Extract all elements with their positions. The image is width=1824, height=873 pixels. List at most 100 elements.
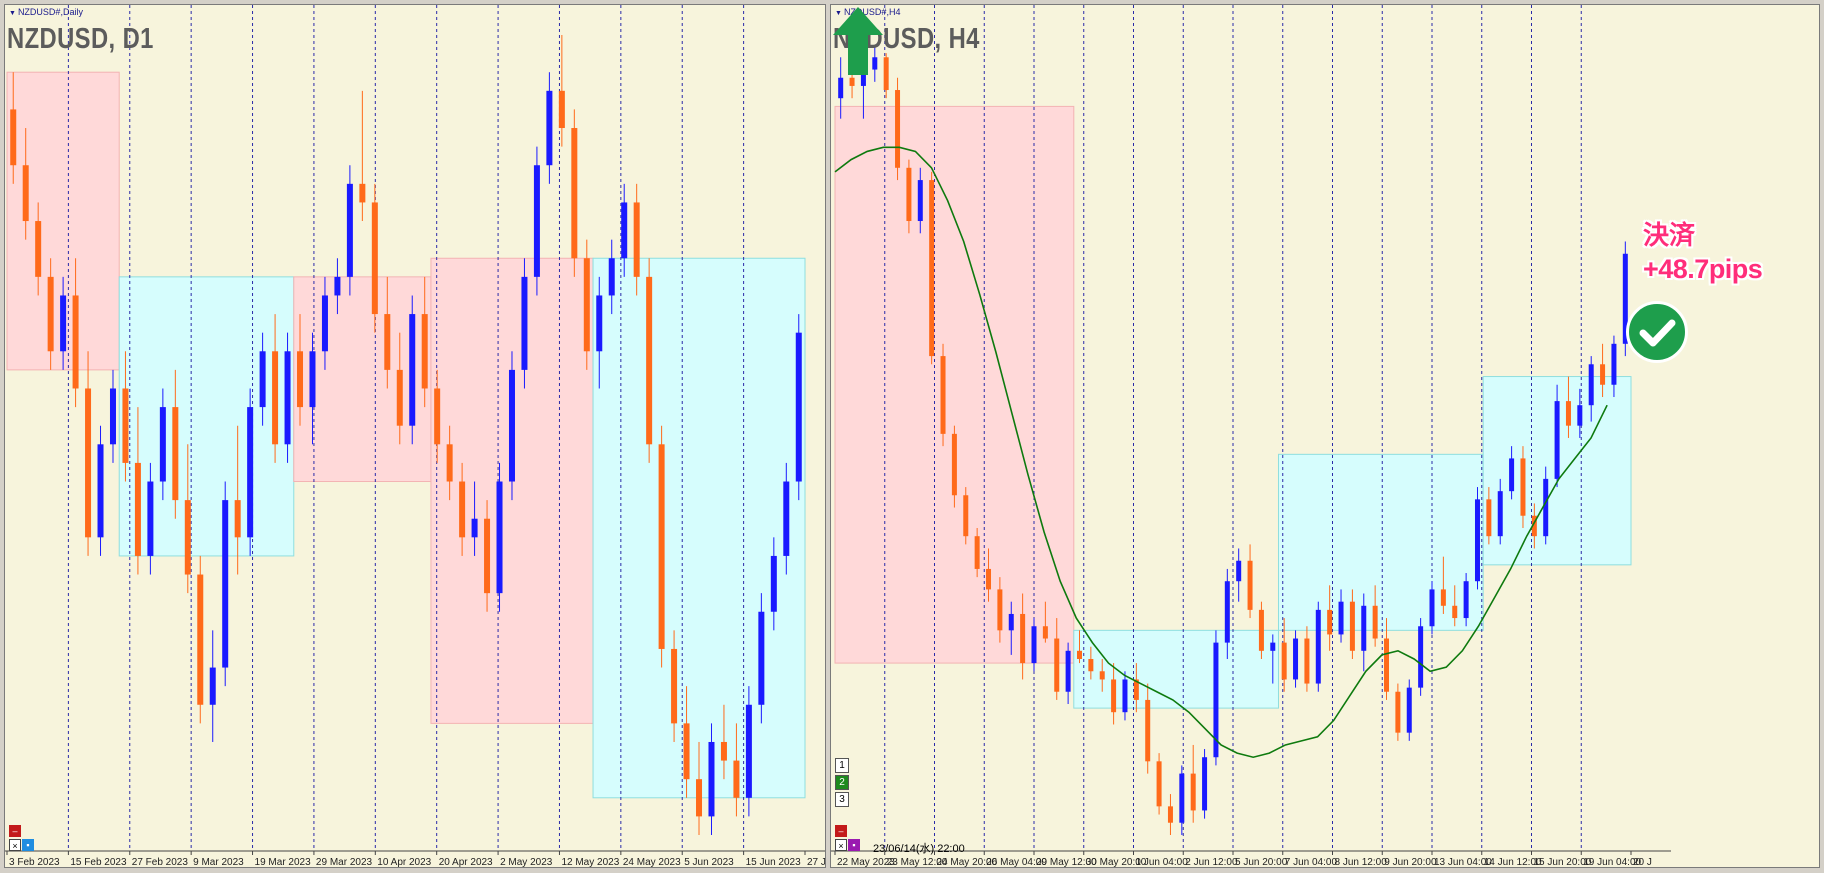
candle-body <box>471 518 478 538</box>
candle-body <box>1486 499 1492 537</box>
candle-body <box>1406 687 1412 733</box>
candle-body <box>849 77 855 86</box>
candle-body <box>1042 626 1048 639</box>
candle-body <box>917 180 923 222</box>
candle-body <box>147 481 154 556</box>
minimize-icon[interactable]: – <box>9 825 21 837</box>
x-tick-label: 14 Jun 12:00 <box>1484 857 1542 868</box>
candle-body <box>671 648 678 724</box>
candle-body <box>172 407 179 501</box>
minimize-icon[interactable]: – <box>835 825 847 837</box>
chart-panel-h4[interactable]: 22 May 2023 23 May 12:00 24 May 20:00 26 Ma… <box>830 4 1820 868</box>
candle-body <box>1418 626 1424 688</box>
candle-body <box>1395 691 1401 733</box>
candle-body <box>334 276 341 296</box>
x-tick-label: 10 Apr 2023 <box>377 857 431 868</box>
candle-body <box>1270 642 1276 651</box>
candle-body <box>1327 609 1333 635</box>
candle-body <box>1099 671 1105 680</box>
x-tick-label: 15 Jun 20:00 <box>1534 857 1592 868</box>
tab-2[interactable]: 2 <box>835 775 849 790</box>
close-icon[interactable]: × <box>835 839 847 851</box>
candle-body <box>906 167 912 222</box>
candle-body <box>533 165 540 277</box>
candle-body <box>1622 253 1628 344</box>
candle-body <box>1133 679 1139 700</box>
candle-body <box>1531 515 1537 537</box>
x-tick-label: 24 May 20:00 <box>937 857 998 868</box>
candle-body <box>409 314 416 426</box>
candle-body <box>222 500 229 668</box>
x-tick-label: 2 Jun 12:00 <box>1185 857 1238 868</box>
candle-body <box>197 574 204 705</box>
cursor-time: 23/06/14(水) 22:00 <box>873 843 965 855</box>
candle-body <box>583 258 590 352</box>
candle-body <box>134 462 141 556</box>
candle-body <box>783 481 790 556</box>
x-tick-label: 9 Jun 20:00 <box>1384 857 1437 868</box>
candle-body <box>1281 642 1287 680</box>
candle-body <box>521 276 528 370</box>
candle-body <box>696 779 703 817</box>
objects-icon[interactable]: ▪ <box>848 839 860 851</box>
chart-title: NZDUSD, D1 <box>7 23 154 55</box>
x-tick-label: 13 Jun 04:00 <box>1434 857 1492 868</box>
objects-icon[interactable]: ▪ <box>22 839 34 851</box>
candle-body <box>608 258 615 296</box>
candle-body <box>1088 658 1094 672</box>
x-tick-label: 30 May 20:00 <box>1086 857 1147 868</box>
candle-body <box>484 518 491 594</box>
zone-pink-2 <box>293 276 432 483</box>
candle-body <box>272 351 279 445</box>
x-tick-label: 7 Jun 04:00 <box>1285 857 1338 868</box>
chart-panel-d1[interactable]: 3 Feb 2023 15 Feb 2023 27 Feb 2023 9 Mar 20… <box>4 4 826 868</box>
x-tick-label: 19 Mar 2023 <box>255 857 312 868</box>
x-tick-label: 1 Jun 04:00 <box>1136 857 1189 868</box>
candle-body <box>359 183 366 203</box>
candle-body <box>1111 679 1117 713</box>
candle-body <box>1247 560 1253 610</box>
candle-body <box>646 276 653 445</box>
candle-body <box>35 221 42 277</box>
x-tick-label: 19 Jun 04:00 <box>1583 857 1641 868</box>
candle-body <box>1167 806 1173 823</box>
candle-body <box>508 369 515 482</box>
candle-body <box>1554 401 1560 479</box>
candle-body <box>1429 589 1435 627</box>
candle-body <box>986 568 992 590</box>
candle-body <box>1315 609 1321 684</box>
candle-body <box>1031 626 1037 664</box>
candle-body <box>297 351 304 408</box>
candle-body <box>546 90 553 166</box>
candle-body <box>758 611 765 705</box>
tab-3[interactable]: 3 <box>835 792 849 807</box>
candle-body <box>1122 679 1128 713</box>
candle-body <box>683 723 690 780</box>
candle-body <box>10 109 17 166</box>
candle-body <box>1008 613 1014 631</box>
x-tick-label: 20 J <box>1633 857 1652 868</box>
candle-body <box>247 407 254 538</box>
candle-body <box>97 444 104 538</box>
candle-body <box>770 555 777 612</box>
zone-cyan-2 <box>1277 453 1484 631</box>
close-icon[interactable]: × <box>9 839 21 851</box>
candle-body <box>259 351 266 408</box>
candle-body <box>1372 605 1378 639</box>
candle-body <box>321 295 328 352</box>
annotation-value: +48.7pips <box>1643 254 1763 284</box>
chart-header: NZDUSD#,H4 <box>835 7 901 17</box>
candle-body <box>974 536 980 569</box>
x-tick-label: 27 Jun 2023 <box>807 857 826 868</box>
check-icon <box>1626 301 1688 363</box>
tab-1[interactable]: 1 <box>835 758 849 773</box>
candle-body <box>708 741 715 817</box>
candle-body <box>22 165 29 222</box>
d1-chart-canvas[interactable]: 3 Feb 2023 15 Feb 2023 27 Feb 2023 9 Mar 20… <box>5 5 826 868</box>
candle-body <box>1361 605 1367 651</box>
zone-cyan-1 <box>118 276 295 557</box>
candle-body <box>1258 609 1264 651</box>
candle-body <box>997 589 1003 631</box>
candle-body <box>396 369 403 426</box>
